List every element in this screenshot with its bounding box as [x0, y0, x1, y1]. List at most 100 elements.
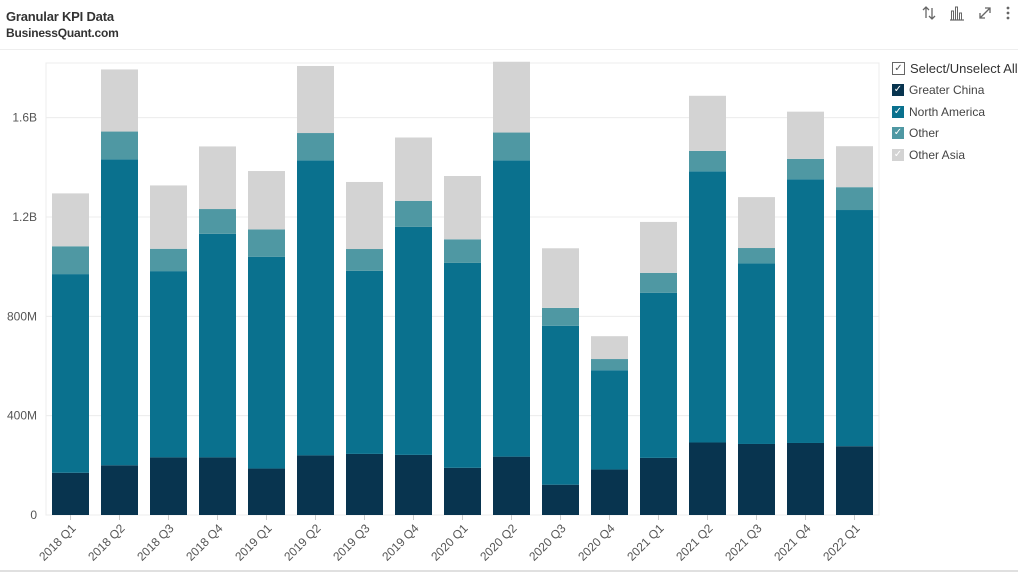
chart-title: Granular KPI Data: [6, 9, 114, 24]
bar-segment[interactable]: [542, 307, 579, 326]
bar-segment[interactable]: [493, 456, 530, 515]
bar-segment[interactable]: [150, 457, 187, 515]
header-divider: [0, 49, 1018, 50]
bar-segment[interactable]: [836, 146, 873, 188]
bar-segment[interactable]: [591, 336, 628, 360]
x-tick-label: 2018 Q4: [183, 521, 226, 564]
bar-segment[interactable]: [150, 248, 187, 272]
bar-segment[interactable]: [787, 179, 824, 443]
bar-segment[interactable]: [101, 159, 138, 466]
bar-segment[interactable]: [52, 274, 89, 473]
bar-segment[interactable]: [101, 465, 138, 515]
bar-segment[interactable]: [346, 249, 383, 271]
bar-segment[interactable]: [640, 272, 677, 293]
bar-segment[interactable]: [738, 197, 775, 249]
bar-segment[interactable]: [346, 181, 383, 250]
bar-segment[interactable]: [248, 171, 285, 230]
legend-checkbox[interactable]: ✓: [892, 148, 904, 161]
bar-segment[interactable]: [591, 370, 628, 470]
bar-segment[interactable]: [787, 111, 824, 159]
more-vertical-icon[interactable]: [1004, 4, 1012, 22]
bar-segment[interactable]: [542, 484, 579, 515]
bar-segment[interactable]: [199, 233, 236, 458]
legend-item[interactable]: ✓ Other Asia: [892, 144, 1018, 166]
bar-segment[interactable]: [297, 133, 334, 161]
x-tick-label: 2021 Q1: [624, 521, 667, 564]
bar-segment[interactable]: [444, 176, 481, 240]
legend-label: Other: [909, 126, 940, 141]
legend-item[interactable]: ✓ North America: [892, 101, 1018, 123]
bar-segment[interactable]: [395, 200, 432, 227]
legend-label: Other Asia: [909, 147, 966, 162]
bar-segment[interactable]: [101, 69, 138, 132]
bar-segment[interactable]: [836, 446, 873, 515]
bar-segment[interactable]: [248, 229, 285, 257]
y-tick-label: 0: [30, 508, 37, 522]
bar-segment[interactable]: [395, 454, 432, 515]
bar-segment[interactable]: [395, 226, 432, 455]
x-tick-label: 2019 Q2: [281, 521, 324, 564]
x-tick-label: 2018 Q1: [36, 521, 79, 564]
x-tick-label: 2019 Q1: [232, 521, 275, 564]
bar-segment[interactable]: [248, 256, 285, 469]
bar-segment[interactable]: [101, 131, 138, 160]
bar-segment[interactable]: [346, 453, 383, 515]
legend-checkbox[interactable]: ✓: [892, 84, 904, 97]
expand-icon[interactable]: [976, 4, 994, 22]
bar-segment[interactable]: [542, 248, 579, 308]
bar-segment[interactable]: [493, 132, 530, 161]
bar-segment[interactable]: [150, 185, 187, 249]
bar-segment[interactable]: [787, 158, 824, 180]
bar-segment[interactable]: [444, 262, 481, 468]
bar-segment[interactable]: [787, 442, 824, 515]
bar-segment[interactable]: [640, 457, 677, 515]
bar-segment[interactable]: [444, 239, 481, 263]
bar-segment[interactable]: [836, 210, 873, 447]
bar-chart-icon[interactable]: [948, 4, 966, 22]
bar-segment[interactable]: [248, 468, 285, 515]
bar-segment[interactable]: [493, 61, 530, 133]
legend-label: Greater China: [909, 83, 985, 98]
y-tick-label: 1.2B: [12, 210, 37, 224]
bar-segment[interactable]: [689, 150, 726, 172]
bar-segment[interactable]: [689, 171, 726, 443]
bar-segment[interactable]: [493, 160, 530, 457]
bar-segment[interactable]: [395, 137, 432, 201]
legend-select-all[interactable]: ✓ Select/Unselect All: [892, 58, 1018, 80]
chart-toolbar: [920, 4, 1012, 22]
bar-segment[interactable]: [199, 146, 236, 210]
bar-segment[interactable]: [199, 457, 236, 515]
bar-segment[interactable]: [591, 359, 628, 371]
bar-segment[interactable]: [52, 472, 89, 515]
sort-icon[interactable]: [920, 4, 938, 22]
bar-segment[interactable]: [444, 467, 481, 515]
bar-segment[interactable]: [640, 221, 677, 273]
bar-segment[interactable]: [297, 160, 334, 456]
bar-segment[interactable]: [640, 292, 677, 458]
x-tick-label: 2020 Q4: [575, 521, 618, 564]
bar-segment[interactable]: [297, 455, 334, 515]
legend-checkbox[interactable]: ✓: [892, 105, 904, 118]
x-tick-label: 2018 Q3: [134, 521, 177, 564]
bar-segment[interactable]: [52, 246, 89, 275]
bar-segment[interactable]: [542, 325, 579, 485]
bar-segment[interactable]: [738, 263, 775, 444]
bar-segment[interactable]: [150, 271, 187, 458]
bar-segment[interactable]: [297, 65, 334, 134]
legend-checkbox[interactable]: ✓: [892, 127, 904, 140]
bar-segment[interactable]: [591, 469, 628, 515]
y-tick-label: 400M: [7, 409, 37, 423]
bar-segment[interactable]: [738, 248, 775, 264]
bar-segment[interactable]: [689, 442, 726, 515]
bar-segment[interactable]: [346, 270, 383, 454]
bar-segment[interactable]: [199, 209, 236, 234]
legend-item[interactable]: ✓ Greater China: [892, 80, 1018, 102]
bar-segment[interactable]: [836, 187, 873, 211]
select-all-checkbox[interactable]: ✓: [892, 62, 905, 76]
legend-item[interactable]: ✓ Other: [892, 123, 1018, 145]
x-tick-label: 2020 Q3: [526, 521, 569, 564]
bar-segment[interactable]: [738, 443, 775, 515]
bar-segment[interactable]: [52, 193, 89, 247]
bar-segment[interactable]: [689, 95, 726, 151]
